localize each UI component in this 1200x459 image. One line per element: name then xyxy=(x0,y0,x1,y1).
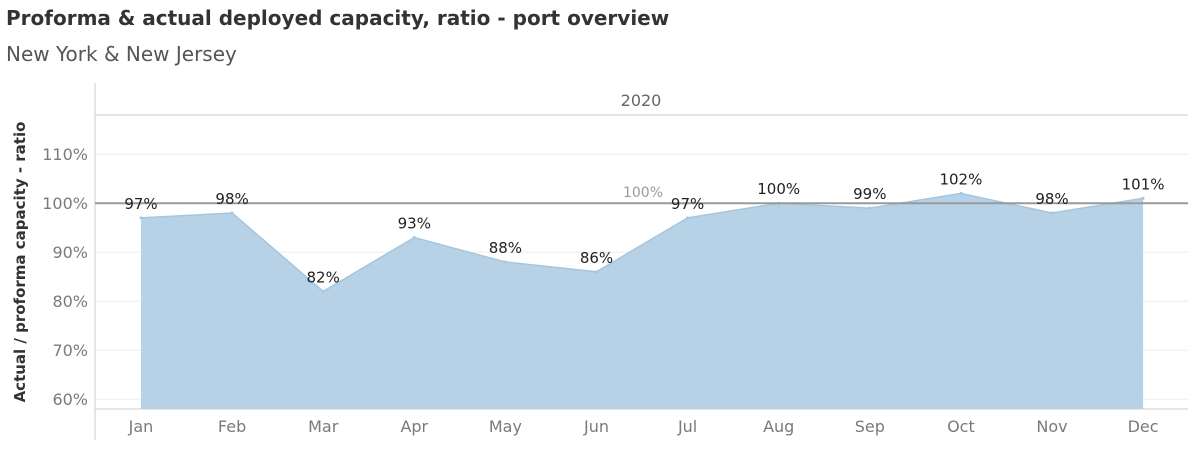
y-tick-labels: 60% 70% 80% 90% 100% 110% xyxy=(42,145,88,409)
y-tick-label: 70% xyxy=(52,341,88,360)
data-point xyxy=(321,289,325,293)
data-point xyxy=(595,270,598,274)
x-tick-label: Sep xyxy=(855,417,885,436)
area-outline xyxy=(140,192,1144,293)
area-series xyxy=(139,191,1145,409)
data-point xyxy=(139,216,143,220)
y-axis-label: Actual / proforma capacity - ratio xyxy=(11,122,29,403)
x-tick-label: Nov xyxy=(1036,417,1067,436)
x-tick-labels: Jan Feb Mar Apr May Jun Jul Aug Sep Oct Nov Dec xyxy=(128,417,1159,436)
y-tick-label: 60% xyxy=(52,390,88,409)
data-label: 98% xyxy=(1035,190,1068,208)
data-label: 99% xyxy=(853,185,886,203)
data-point xyxy=(1050,211,1054,215)
x-tick-label: Dec xyxy=(1128,417,1159,436)
chart-frame: 2020 Actual / proforma capacity - ratio xyxy=(11,83,1188,440)
area-fill xyxy=(141,193,1144,409)
data-point xyxy=(959,191,963,195)
data-label: 100% xyxy=(757,180,800,198)
reference-line-label: 100% xyxy=(623,185,663,201)
x-tick-label: Jan xyxy=(128,417,154,436)
data-label: 101% xyxy=(1122,175,1165,193)
data-point xyxy=(686,216,690,220)
data-point xyxy=(1141,196,1145,200)
data-label: 102% xyxy=(939,170,982,188)
data-point xyxy=(503,260,507,264)
chart-subtitle: New York & New Jersey xyxy=(6,42,237,66)
reference-line-group: 100% xyxy=(95,185,1188,205)
x-tick-label: Jul xyxy=(677,417,697,436)
y-tick-label: 110% xyxy=(42,145,88,164)
data-point xyxy=(230,211,234,215)
x-tick-label: May xyxy=(489,417,522,436)
y-tick-label: 90% xyxy=(52,243,88,262)
y-tick-label: 100% xyxy=(42,194,88,213)
data-label: 88% xyxy=(489,239,522,257)
x-tick-label: Oct xyxy=(947,417,975,436)
panel-header-label: 2020 xyxy=(621,91,662,110)
data-labels: 97% 98% 82% 93% 88% 86% 97% 100% 99% 102% 98% 101% xyxy=(124,170,1164,286)
data-label: 82% xyxy=(307,268,340,286)
chart-title: Proforma & actual deployed capacity, rat… xyxy=(6,6,670,30)
data-label: 97% xyxy=(124,195,157,213)
data-label: 93% xyxy=(398,215,431,233)
data-point xyxy=(412,236,416,239)
data-point xyxy=(868,206,872,210)
x-tick-label: Aug xyxy=(763,417,794,436)
data-label: 98% xyxy=(215,190,248,208)
data-label: 97% xyxy=(671,195,704,213)
x-tick-label: Jun xyxy=(583,417,609,436)
x-tick-label: Mar xyxy=(308,417,339,436)
x-tick-label: Feb xyxy=(218,417,246,436)
data-label: 86% xyxy=(580,249,613,267)
y-tick-label: 80% xyxy=(52,292,88,311)
x-tick-label: Apr xyxy=(400,417,428,436)
